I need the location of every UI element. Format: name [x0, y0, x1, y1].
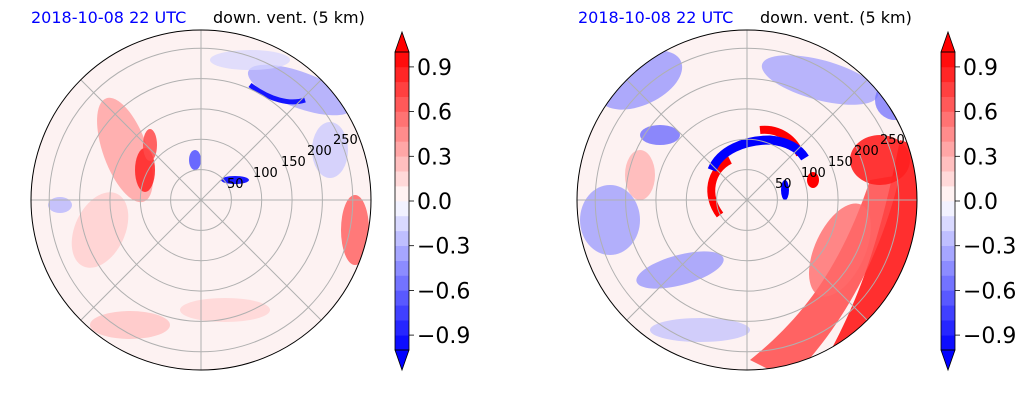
right-colorbar-level — [941, 290, 955, 306]
left-colorbar-level — [395, 230, 409, 246]
right-colorbar-level — [941, 230, 955, 246]
left-colorbar-tick-label: −0.3 — [417, 235, 470, 260]
right-colorbar-tick-label: −0.9 — [963, 324, 1016, 349]
right-colorbar-tick-label: 0.9 — [963, 56, 998, 81]
left-colorbar: −0.9 −0.6 −0.3 0.0 0.3 0.6 0.9 — [394, 30, 470, 372]
right-colorbar-level — [941, 66, 955, 83]
right-colorbar-min-arrow — [940, 349, 956, 372]
left-colorbar-level — [395, 96, 409, 112]
right-colorbar-level — [941, 126, 955, 142]
left-colorbar-level — [395, 81, 409, 97]
left-colorbar-level — [395, 141, 409, 157]
left-colorbar-level — [395, 260, 409, 276]
right-title-datetime: 2018-10-08 22 UTC — [578, 8, 734, 27]
left-colorbar-level — [395, 126, 409, 142]
left-colorbar-level — [395, 156, 409, 172]
right-colorbar-level — [941, 141, 955, 157]
right-polar-plot: 50 100 150 200 250 — [576, 29, 918, 371]
left-colorbar-tick-label: 0.9 — [417, 56, 452, 81]
left-colorbar-level — [395, 320, 409, 336]
left-colorbar-tick-label: −0.6 — [417, 279, 470, 304]
right-radial-tick: 100 — [801, 166, 826, 181]
left-radial-tick-labels: 50 100 150 200 250 — [227, 133, 358, 192]
right-colorbar-level — [941, 245, 955, 261]
left-colorbar-tick-label: 0.6 — [417, 101, 452, 126]
left-radial-tick: 50 — [227, 177, 244, 192]
right-plot-outline — [576, 29, 918, 371]
right-colorbar-level — [941, 305, 955, 321]
left-colorbar-level — [395, 245, 409, 261]
left-colorbar-level — [395, 111, 409, 127]
left-radial-tick: 100 — [253, 166, 278, 181]
left-colorbar-level — [395, 335, 409, 351]
right-colorbar-level — [941, 156, 955, 172]
right-colorbar-level — [941, 201, 955, 217]
right-colorbar-level — [941, 171, 955, 187]
left-grid — [31, 30, 371, 370]
left-colorbar-tick-label: 0.3 — [417, 145, 452, 170]
left-colorbar-level — [395, 186, 409, 202]
left-colorbar-level — [395, 201, 409, 217]
left-title-datetime: 2018-10-08 22 UTC — [31, 8, 187, 27]
right-colorbar-tick-label: −0.3 — [963, 235, 1016, 260]
right-colorbar: −0.9 −0.6 −0.3 0.0 0.3 0.6 0.9 — [940, 30, 1016, 372]
right-radial-tick: 50 — [775, 177, 792, 192]
left-radial-tick: 200 — [307, 144, 332, 159]
left-colorbar-level — [395, 305, 409, 321]
right-colorbar-level — [941, 215, 955, 232]
right-radial-tick-labels: 50 100 150 200 250 — [775, 133, 905, 192]
right-colorbar-level — [941, 260, 955, 276]
left-colorbar-tick-label: 0.0 — [417, 190, 452, 215]
left-polar-plot: 50 100 150 200 250 — [30, 29, 372, 371]
left-colorbar-level — [395, 290, 409, 306]
left-colorbar-max-arrow — [394, 30, 410, 53]
right-colorbar-level — [941, 186, 955, 202]
left-title-variable: down. vent. (5 km) — [213, 8, 365, 27]
right-colorbar-max-arrow — [940, 30, 956, 53]
right-radial-tick: 250 — [880, 133, 905, 148]
left-colorbar-tick-label: −0.9 — [417, 324, 470, 349]
right-colorbar-level — [941, 52, 955, 68]
left-colorbar-level — [395, 275, 409, 291]
right-colorbar-level — [941, 81, 955, 97]
right-radial-tick: 200 — [854, 144, 879, 159]
left-colorbar-level — [395, 171, 409, 187]
right-grid — [577, 30, 917, 370]
right-colorbar-level — [941, 111, 955, 127]
right-colorbar-tick-label: 0.3 — [963, 145, 998, 170]
left-colorbar-min-arrow — [394, 349, 410, 372]
right-colorbar-level — [941, 320, 955, 336]
right-colorbar-level — [941, 96, 955, 112]
right-colorbar-level — [941, 335, 955, 351]
right-colorbar-level — [941, 275, 955, 291]
left-colorbar-level — [395, 215, 409, 232]
left-radial-tick: 150 — [281, 155, 306, 170]
right-title-variable: down. vent. (5 km) — [760, 8, 912, 27]
right-colorbar-tick-label: −0.6 — [963, 279, 1016, 304]
left-radial-tick: 250 — [333, 133, 358, 148]
right-radial-tick: 150 — [828, 155, 853, 170]
right-colorbar-tick-label: 0.6 — [963, 101, 998, 126]
left-colorbar-level — [395, 52, 409, 68]
left-colorbar-level — [395, 66, 409, 83]
right-colorbar-tick-label: 0.0 — [963, 190, 998, 215]
left-plot-outline — [30, 29, 372, 371]
